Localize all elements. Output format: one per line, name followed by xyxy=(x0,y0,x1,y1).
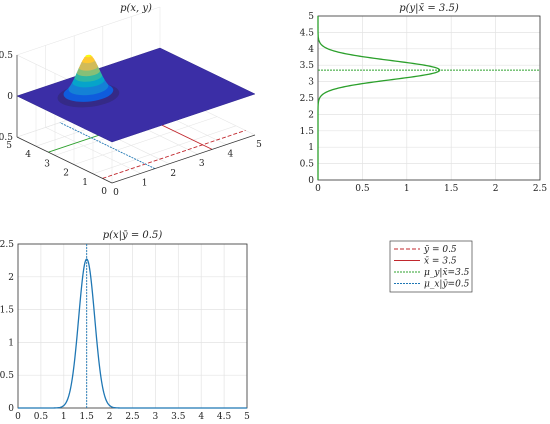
legend-label: μ_x|ȳ=0.5 xyxy=(424,280,470,290)
x-tick-label: 4 xyxy=(198,412,204,422)
y-tick-label: 3.5 xyxy=(300,61,315,71)
y-tick-label: 4 xyxy=(25,150,31,160)
y-tick-label: 0.5 xyxy=(300,160,315,170)
y-tick-label: 1 xyxy=(308,143,314,153)
legend-label: ȳ = 0.5 xyxy=(423,245,457,255)
x-tick-label: 1 xyxy=(142,178,148,188)
y-tick-label: 1.5 xyxy=(0,306,14,316)
y-tick-label: 4 xyxy=(308,45,314,55)
x-tick-label: 1 xyxy=(404,184,410,194)
x-tick-label: 1.5 xyxy=(80,412,95,422)
x-tick-label: 2.5 xyxy=(125,412,140,422)
floor-line-mu-x xyxy=(59,122,156,170)
legend-label: μ_y|x̄=3.5 xyxy=(424,268,470,278)
x-tick-label: 5 xyxy=(256,140,262,150)
y-tick-label: 4.5 xyxy=(300,28,315,38)
z-tick-label: -0.5 xyxy=(0,133,13,143)
legend-label: x̄ = 3.5 xyxy=(424,257,457,267)
y-tick-label: 3 xyxy=(44,159,50,169)
y-tick-label: 0.5 xyxy=(0,371,14,381)
y-tick-label: 1 xyxy=(82,178,88,188)
conditional-y-plot: 0 0.5 1 1.5 2 2.5 5 4.5 4 3.5 3 2.5 2 1.5 1 0.5 0 p(y|x̄ … xyxy=(300,3,548,194)
y-tick-label: 5 xyxy=(6,141,12,151)
x-tick-label: 0 xyxy=(15,412,21,422)
y-tick-label: 2 xyxy=(8,273,14,283)
y-tick-label: 1.5 xyxy=(300,127,315,137)
y-tick-label: 0 xyxy=(8,404,14,414)
surface-plane xyxy=(16,47,256,143)
x-tick-label: 0.5 xyxy=(355,184,370,194)
x-tick-label: 0.5 xyxy=(34,412,49,422)
x-tick-label: 1 xyxy=(61,412,67,422)
plot-title: p(y|x̄ = 3.5) xyxy=(399,3,459,14)
y-tick-label: 1 xyxy=(8,338,14,348)
plot-title: p(x|ȳ = 0.5) xyxy=(103,230,163,241)
x-tick-label: 5 xyxy=(244,412,250,422)
plot-title: p(x, y) xyxy=(120,3,152,14)
x-tick-label: 2.5 xyxy=(533,184,548,194)
x-tick-label: 3.5 xyxy=(171,412,186,422)
legend: ȳ = 0.5 x̄ = 3.5μ_y|x̄=3.5 μ_x|ȳ=0.5 xyxy=(389,240,473,293)
y-tick-label: 0 xyxy=(101,187,107,197)
surface-peak-layer xyxy=(85,54,92,58)
conditional-x-plot: 0 0.5 1 1.5 2 2.5 3 3.5 4 4.5 5 2.5 2 1.5 1 0.5 0 p(x|ȳ =… xyxy=(0,230,250,422)
plot-frame xyxy=(317,15,541,181)
x-tick-label: 4 xyxy=(228,150,234,160)
x-tick-label: 4.5 xyxy=(217,412,232,422)
y-tick-label: 2 xyxy=(308,110,314,120)
x-tick-label: 3 xyxy=(153,412,159,422)
floor-gridline xyxy=(73,116,218,165)
surface-plot: 0 1 2 3 4 5 0 1 2 3 4 5 0.5 0 -0.5 p(x, y) xyxy=(0,3,262,198)
y-tick-label: 2.5 xyxy=(300,94,315,104)
y-tick-label: 2 xyxy=(63,169,69,179)
x-tick-label: 2 xyxy=(107,412,113,422)
density-curve xyxy=(18,258,247,409)
z-tick-label: 0.5 xyxy=(0,51,13,61)
x-tick-label: 0 xyxy=(113,188,119,198)
y-axis-line xyxy=(16,136,113,184)
z-tick-label: 0 xyxy=(7,92,13,102)
density-curve xyxy=(317,16,441,180)
x-tick-label: 2 xyxy=(493,184,499,194)
floor-gridline xyxy=(45,127,141,174)
x-tick-label: 3 xyxy=(199,159,205,169)
floor-gridline xyxy=(92,125,237,175)
floor-line-ybar xyxy=(102,129,246,179)
x-tick-label: 0 xyxy=(315,184,321,194)
x-tick-label: 2 xyxy=(170,169,176,179)
y-tick-label: 0 xyxy=(308,176,314,186)
x-tick-label: 1.5 xyxy=(444,184,459,194)
y-tick-label: 2.5 xyxy=(0,240,14,250)
y-tick-label: 5 xyxy=(308,12,314,22)
y-tick-label: 3 xyxy=(308,78,314,88)
x-axis-line xyxy=(111,134,256,184)
